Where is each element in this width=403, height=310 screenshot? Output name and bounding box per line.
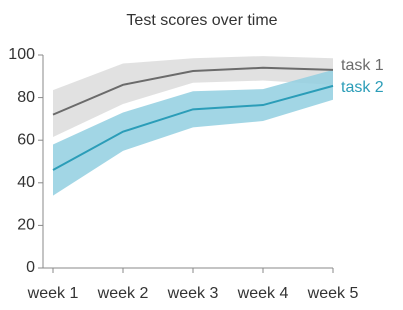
y-tick-label: 100: [8, 46, 35, 63]
y-tick-label: 0: [26, 259, 35, 276]
y-tick-label: 80: [17, 89, 35, 106]
x-tick-label: week 2: [97, 285, 149, 302]
x-tick-label: week 4: [237, 285, 289, 302]
y-tick-label: 40: [17, 174, 35, 191]
legend-label: task 1: [341, 57, 384, 74]
confidence-band: [53, 69, 333, 196]
y-tick-label: 60: [17, 131, 35, 148]
line: [52, 84, 334, 171]
chart-title: Test scores over time: [126, 12, 277, 29]
y-tick-label: 20: [17, 217, 35, 234]
x-tick-label: week 1: [27, 285, 79, 302]
x-tick-label: week 5: [307, 285, 359, 302]
confidence-band: [53, 56, 333, 138]
line: [52, 66, 334, 116]
legend-label: task 2: [341, 79, 384, 96]
x-tick-label: week 3: [167, 285, 219, 302]
